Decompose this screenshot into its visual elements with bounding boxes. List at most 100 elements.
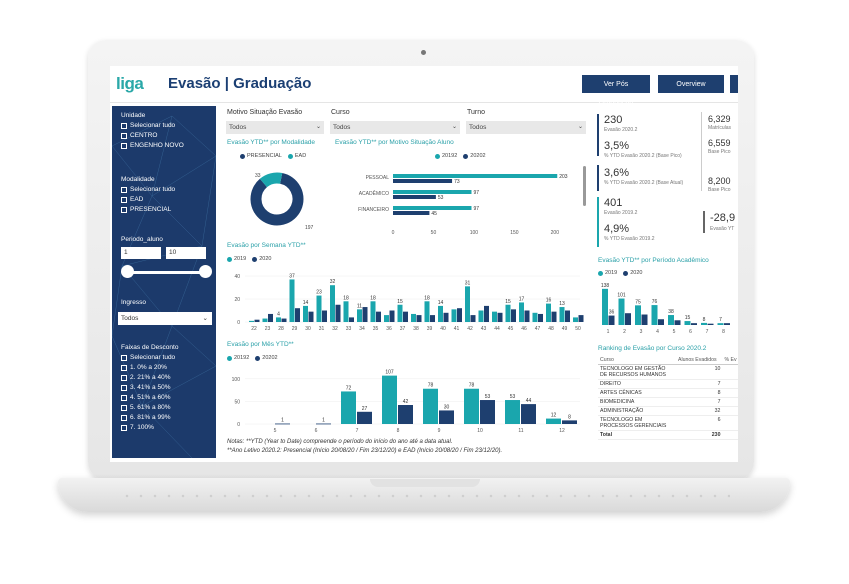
table-row[interactable]: DIREITO 7 bbox=[598, 379, 738, 389]
turno-filter-label: Turno bbox=[467, 109, 486, 116]
periodo-min-input[interactable]: 1 bbox=[121, 247, 161, 259]
semana-bar-2019 bbox=[370, 301, 376, 322]
periodo-label: Periodo_aluno bbox=[121, 236, 163, 243]
semana-x-tick: 37 bbox=[400, 326, 406, 332]
periodo-bar-2020 bbox=[674, 320, 681, 325]
semana-data-label: 17 bbox=[519, 296, 525, 302]
table-row[interactable]: BIOMEDICINA 7 bbox=[598, 397, 738, 407]
motivo-scrollbar[interactable] bbox=[583, 166, 586, 206]
chevron-down-icon: ⌄ bbox=[577, 124, 583, 130]
mes-data-label: 53 bbox=[510, 394, 516, 400]
faixa-option[interactable]: 4. 51% a 60% bbox=[121, 394, 170, 401]
mes-data-label: 44 bbox=[526, 398, 532, 404]
semana-x-tick: 39 bbox=[427, 326, 433, 332]
semana-x-tick: 49 bbox=[562, 326, 568, 332]
mes-bar-20192 bbox=[382, 375, 397, 424]
ingresso-dropdown[interactable]: Todos ⌄ bbox=[118, 312, 212, 325]
semana-bar-2019 bbox=[451, 309, 457, 322]
kpi-ytd-2019-value: 4,9% bbox=[604, 223, 630, 235]
kpi-base-pico-value: 6,559 bbox=[708, 138, 731, 148]
semana-bar-2020 bbox=[389, 310, 395, 322]
kpi-accent-bar bbox=[597, 197, 599, 247]
kpi-accent-bar bbox=[703, 211, 705, 233]
semana-x-tick: 22 bbox=[251, 326, 257, 332]
modalidade-option[interactable]: PRESENCIAL bbox=[121, 206, 171, 213]
motivo-tick-label: 150 bbox=[510, 230, 519, 236]
mes-bar-20202 bbox=[521, 404, 536, 424]
table-row[interactable]: TECNOLOGO EM PROCESSOS GERENCIAIS 6 bbox=[598, 415, 738, 431]
semana-x-tick: 41 bbox=[454, 326, 460, 332]
periodo-bar-2020 bbox=[625, 313, 631, 325]
modalidade-option[interactable]: EAD bbox=[121, 196, 143, 203]
ranking-col-curso[interactable]: Curso bbox=[598, 356, 676, 365]
faixa-option[interactable]: 3. 41% a 50% bbox=[121, 384, 170, 391]
ranking-col-pct[interactable]: % Ev bbox=[722, 356, 738, 365]
notes: Notas: **YTD (Year to Date) compreende o… bbox=[227, 438, 502, 456]
mes-bar-20192 bbox=[546, 418, 561, 424]
semana-x-tick: 42 bbox=[467, 326, 473, 332]
semana-x-tick: 46 bbox=[521, 326, 527, 332]
periodo-slider-track[interactable] bbox=[126, 271, 206, 274]
semana-x-tick: 29 bbox=[292, 326, 298, 332]
semana-bar-2019 bbox=[465, 286, 470, 322]
table-row[interactable]: ARTES CÊNICAS 8 bbox=[598, 388, 738, 398]
semana-bar-2020 bbox=[349, 317, 354, 322]
unidade-option[interactable]: Selecionar tudo bbox=[121, 122, 175, 129]
turno-filter-dropdown[interactable]: Todos ⌄ bbox=[466, 121, 586, 134]
periodo-x-tick: 3 bbox=[640, 329, 643, 335]
semana-y-tick: 40 bbox=[234, 274, 240, 280]
mes-data-label: 107 bbox=[385, 370, 394, 376]
modalidade-option[interactable]: Selecionar tudo bbox=[121, 186, 175, 193]
kpi-evasao-ytd-value: -28,9 bbox=[710, 212, 736, 224]
semana-data-label: 32 bbox=[330, 279, 336, 285]
faixa-option[interactable]: 1. 0% a 20% bbox=[121, 364, 167, 371]
periodo-x-tick: 4 bbox=[656, 329, 659, 335]
motivo-data-label: 53 bbox=[438, 195, 444, 201]
kpi-pico-value: 3,5% bbox=[604, 140, 630, 152]
periodo-slider-min-handle[interactable] bbox=[121, 265, 134, 278]
periodo-slider-max-handle[interactable] bbox=[199, 265, 212, 278]
semana-bar-2020 bbox=[511, 309, 516, 322]
next-page-button[interactable] bbox=[730, 75, 738, 93]
kpi-evasao-ytd-label: Evasão YT bbox=[710, 226, 735, 232]
semana-data-label: 11 bbox=[357, 303, 362, 309]
ranking-table: Curso Alunos Evadidos % Ev TECNOLOGO EM … bbox=[598, 356, 738, 440]
mes-bar-20202 bbox=[357, 411, 372, 424]
faixa-option[interactable]: 2. 21% a 40% bbox=[121, 374, 170, 381]
mes-x-tick: 12 bbox=[559, 428, 565, 434]
faixa-option[interactable]: 7. 100% bbox=[121, 424, 154, 431]
periodo-bar-2019 bbox=[618, 298, 625, 325]
semana-data-label: 15 bbox=[397, 299, 403, 305]
unidade-option[interactable]: ENGENHO NOVO bbox=[121, 142, 184, 149]
curso-filter-dropdown[interactable]: Todos ⌄ bbox=[330, 121, 460, 134]
faixa-option[interactable]: 5. 61% a 80% bbox=[121, 404, 170, 411]
semana-x-tick: 35 bbox=[373, 326, 379, 332]
semana-y-tick: 20 bbox=[234, 297, 240, 303]
motivo-filter-label: Motivo Situação Evasão bbox=[227, 109, 303, 116]
motivo-tick-label: 100 bbox=[470, 230, 479, 236]
semana-data-label: 15 bbox=[505, 299, 511, 305]
semana-bar-2020 bbox=[484, 305, 489, 322]
mes-x-tick: 7 bbox=[356, 428, 359, 434]
semana-bar-2019 bbox=[505, 304, 511, 322]
periodo-max-input[interactable]: 10 bbox=[166, 247, 206, 259]
unidade-option[interactable]: CENTRO bbox=[121, 132, 157, 139]
semana-chart-title: Evasão por Semana YTD** bbox=[227, 242, 306, 249]
semana-bar-2020 bbox=[497, 312, 503, 322]
motivo-data-label: 45 bbox=[431, 211, 437, 217]
table-row[interactable]: ADMINISTRAÇÃO 32 bbox=[598, 406, 738, 416]
table-row[interactable]: TECNOLOGO EM GESTÃO DE RECURSOS HUMANOS 1… bbox=[598, 364, 738, 380]
semana-legend: 2019 2020 bbox=[227, 256, 272, 262]
semana-bar-2019 bbox=[316, 295, 322, 322]
semana-bar-2019 bbox=[330, 285, 335, 322]
semana-bar-2020 bbox=[335, 304, 341, 322]
semana-x-tick: 38 bbox=[413, 326, 419, 332]
mes-data-label: 8 bbox=[568, 414, 571, 420]
pos-graduacao-button[interactable]: Ver Pós Graduação bbox=[582, 75, 650, 106]
motivo-chart-title: Evasão YTD** por Motivo Situação Aluno bbox=[335, 139, 454, 146]
ranking-col-evadidos[interactable]: Alunos Evadidos bbox=[676, 356, 723, 365]
faixa-option[interactable]: 6. 81% a 99% bbox=[121, 414, 170, 421]
motivo-filter-dropdown[interactable]: Todos ⌄ bbox=[226, 121, 324, 134]
overview-button[interactable]: Overview bbox=[658, 75, 724, 93]
faixa-option[interactable]: Selecionar tudo bbox=[121, 354, 175, 361]
